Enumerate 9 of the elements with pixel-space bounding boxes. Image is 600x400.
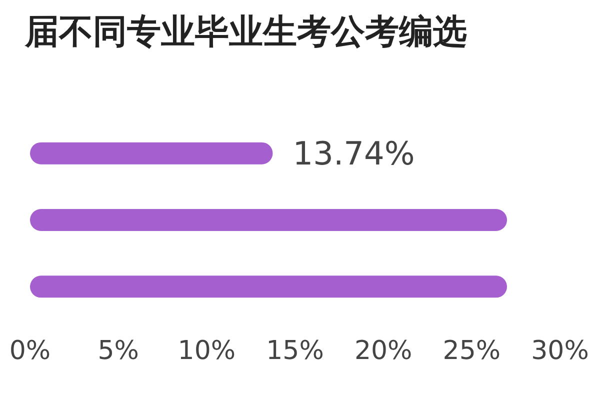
- x-tick-label: 20%: [354, 336, 412, 366]
- x-tick-label: 10%: [178, 336, 236, 366]
- x-tick-label: 30%: [531, 336, 589, 366]
- x-tick-label: 0%: [9, 336, 51, 366]
- data-label: 13.74%: [292, 134, 415, 172]
- x-tick-label: 25%: [442, 336, 501, 366]
- x-tick-label: 15%: [266, 336, 324, 366]
- x-tick-label: 5%: [98, 336, 139, 366]
- chart-title: 届不同专业毕业生考公考编选: [24, 12, 467, 52]
